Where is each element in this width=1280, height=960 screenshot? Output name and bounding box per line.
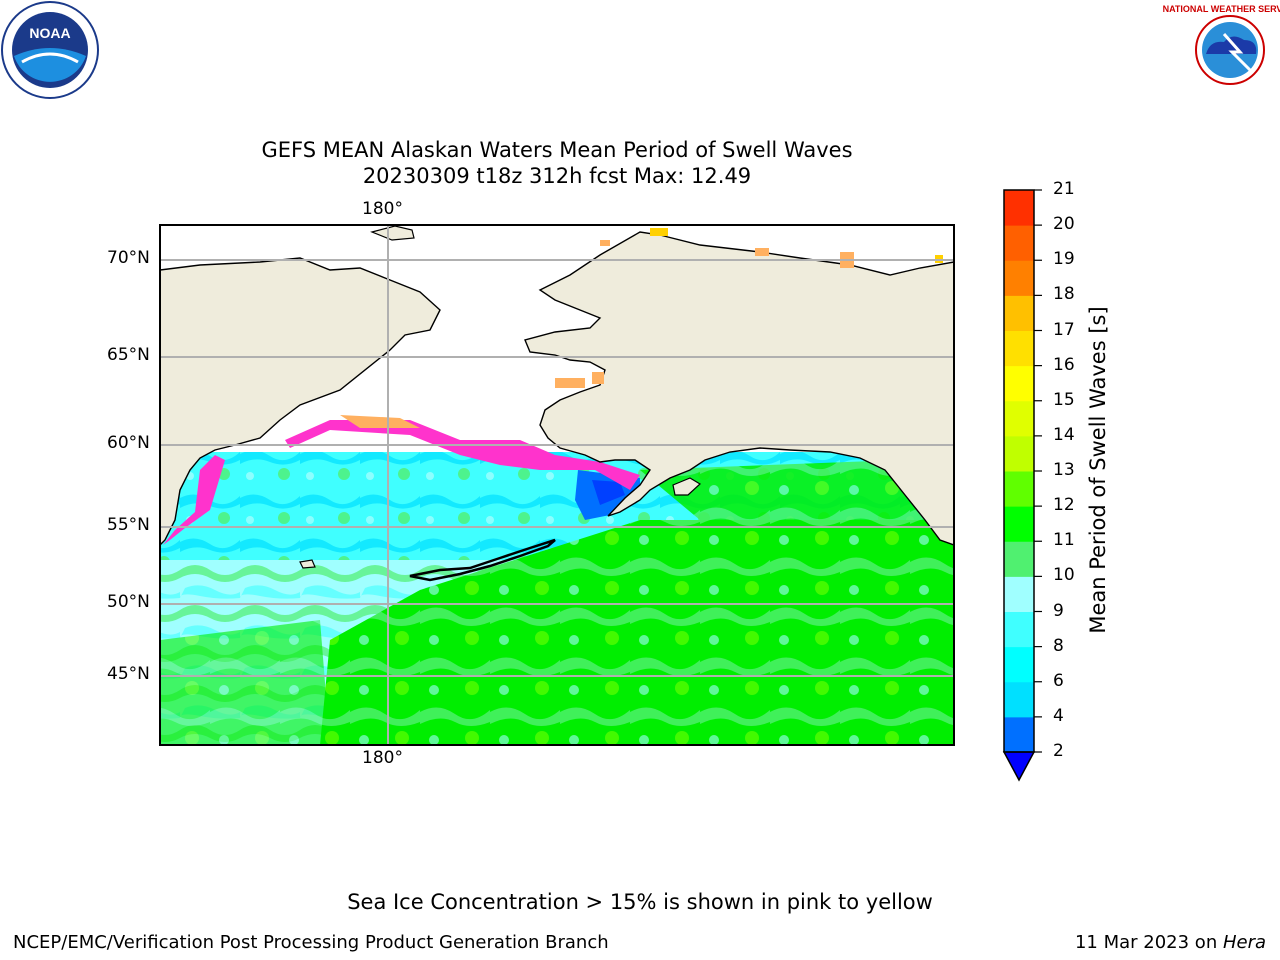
colorbar-segment [1004, 716, 1034, 753]
map-frame [159, 224, 955, 746]
colorbar-segment [1004, 295, 1034, 331]
footer-machine: Hera [1222, 932, 1266, 953]
colorbar-tick-label: 4 [1053, 705, 1064, 726]
footer-branch: NCEP/EMC/Verification Post Processing Pr… [13, 932, 609, 953]
colorbar-label: Mean Period of Swell Waves [s] [1086, 306, 1110, 634]
sea-ice-note: Sea Ice Concentration > 15% is shown in … [347, 890, 933, 914]
colorbar-segment [1004, 646, 1034, 683]
colorbar-tick-label: 8 [1053, 635, 1064, 656]
footer-date: 11 Mar 2023 on [1074, 932, 1223, 953]
colorbar-tick-label: 13 [1053, 460, 1075, 480]
lat-label-55: 55°N [107, 515, 150, 535]
chart-title-line1: GEFS MEAN Alaskan Waters Mean Period of … [261, 138, 853, 162]
colorbar-segment [1004, 400, 1034, 437]
colorbar-segment [1004, 225, 1034, 261]
colorbar-segment [1004, 365, 1034, 402]
colorbar-tick-label: 20 [1053, 214, 1075, 235]
lon-label-top: 180° [362, 199, 403, 219]
colorbar-tick-label: 15 [1053, 389, 1075, 410]
colorbar-tick-label: 12 [1053, 495, 1075, 516]
colorbar-segment [1004, 681, 1034, 718]
colorbar-tick-label: 16 [1053, 354, 1075, 375]
footer-timestamp: 11 Mar 2023 on Hera [1075, 932, 1266, 953]
colorbar-tick-label: 19 [1053, 249, 1075, 270]
lat-label-60: 60°N [107, 433, 150, 453]
colorbar-segment [1004, 506, 1034, 542]
colorbar-segment [1004, 471, 1034, 507]
graticule [160, 225, 954, 745]
wave-field [160, 225, 954, 745]
lon-label-bottom: 180° [362, 748, 403, 768]
colorbar-tick-label: 10 [1053, 565, 1075, 586]
colorbar-segment [1004, 190, 1034, 226]
nws-logo-text: NATIONAL WEATHER SERVICE [1163, 4, 1280, 14]
colorbar-segment [1004, 611, 1034, 648]
colorbar-tick-label: 2 [1053, 741, 1064, 761]
lat-label-65: 65°N [107, 345, 150, 365]
colorbar-tick-label: 11 [1053, 530, 1075, 551]
colorbar-segment [1004, 330, 1034, 367]
colorbar-tick-label: 14 [1053, 424, 1075, 445]
colorbar-tick-label: 17 [1053, 319, 1075, 340]
noaa-logo-text: NOAA [29, 25, 70, 41]
colorbar-tick-label: 9 [1053, 600, 1064, 621]
colorbar-segment [1004, 435, 1034, 472]
nws-logo: NATIONAL WEATHER SERVICE [1163, 2, 1280, 98]
lat-label-50: 50°N [107, 592, 150, 612]
colorbar-tick-label: 6 [1053, 670, 1064, 691]
lat-label-45: 45°N [107, 664, 150, 684]
colorbar-segment [1004, 541, 1034, 577]
lat-label-70: 70°N [107, 248, 150, 268]
colorbar-extend-triangle [1002, 751, 1036, 782]
colorbar-tick-label: 18 [1053, 284, 1075, 305]
noaa-logo: NOAA [1, 1, 99, 99]
colorbar [1002, 189, 1042, 782]
colorbar-segment [1004, 576, 1034, 612]
colorbar-tick-label: 21 [1053, 179, 1075, 199]
chart-title-line2: 20230309 t18z 312h fcst Max: 12.49 [362, 164, 752, 188]
colorbar-segment [1004, 260, 1034, 296]
